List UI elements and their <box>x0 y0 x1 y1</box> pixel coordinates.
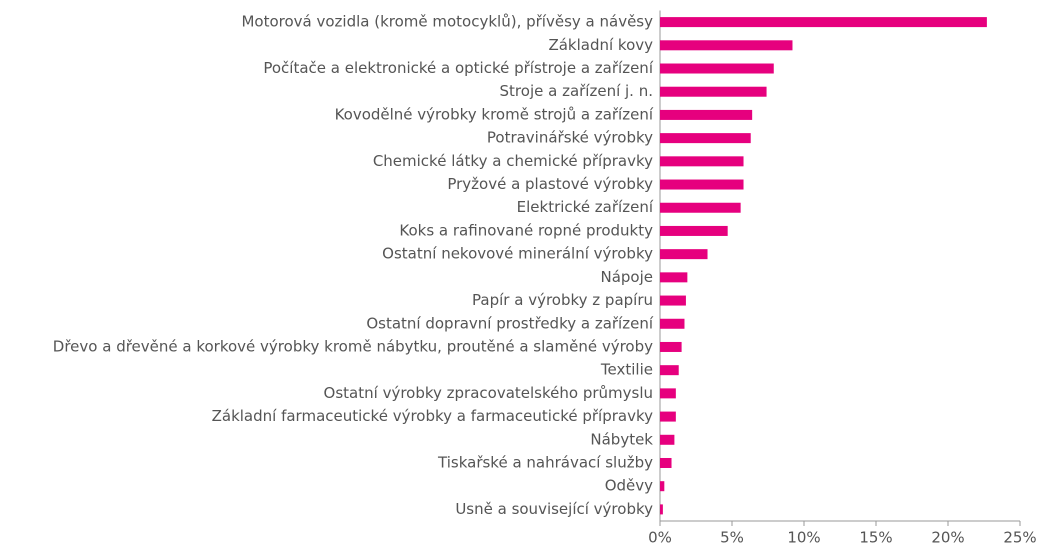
y-tick-label: Potravinářské výrobky <box>487 129 653 147</box>
y-tick-label: Papír a výrobky z papíru <box>472 291 653 309</box>
y-tick-label: Tiskařské a nahrávací služby <box>437 453 653 471</box>
y-tick-label: Motorová vozidla (kromě motocyklů), přív… <box>241 13 653 31</box>
bar <box>660 156 744 167</box>
y-tick-label: Ostatní výrobky zpracovatelského průmysl… <box>324 384 653 402</box>
bar <box>660 249 708 260</box>
x-tick-label: 0% <box>648 529 672 545</box>
y-tick-label: Dřevo a dřevěné a korkové výrobky kromě … <box>53 337 653 355</box>
bar <box>660 388 676 399</box>
y-tick-label: Nápoje <box>600 268 653 286</box>
y-tick-label: Kovodělné výrobky kromě strojů a zařízen… <box>335 105 654 123</box>
y-tick-label: Textilie <box>600 361 653 379</box>
x-tick-label: 5% <box>720 529 744 545</box>
bar <box>660 411 676 422</box>
bar <box>660 272 688 283</box>
bar <box>660 434 675 445</box>
x-tick-label: 20% <box>931 529 964 545</box>
y-tick-label: Základní kovy <box>548 36 653 54</box>
y-tick-label: Pryžové a plastové výrobky <box>447 175 653 193</box>
bar <box>660 225 728 236</box>
y-tick-label: Stroje a zařízení j. n. <box>500 82 653 100</box>
y-tick-label: Ostatní nekovové minerální výrobky <box>382 245 653 263</box>
y-tick-label: Chemické látky a chemické přípravky <box>373 152 653 170</box>
y-tick-label: Ostatní dopravní prostředky a zařízení <box>366 314 654 332</box>
bar <box>660 202 741 213</box>
bar <box>660 133 751 144</box>
y-tick-label: Základní farmaceutické výrobky a farmace… <box>212 407 654 425</box>
bar <box>660 109 753 120</box>
bar <box>660 295 686 306</box>
bar <box>660 86 767 97</box>
y-tick-label: Počítače a elektronické a optické přístr… <box>263 59 653 77</box>
bar <box>660 365 679 376</box>
y-tick-label: Elektrické zařízení <box>517 198 654 216</box>
bar <box>660 63 774 74</box>
bar <box>660 40 793 51</box>
bar <box>660 17 987 28</box>
x-tick-label: 25% <box>1003 529 1036 545</box>
y-tick-label: Koks a rafinované ropné produkty <box>399 221 653 239</box>
bar <box>660 179 744 190</box>
bar <box>660 318 685 329</box>
y-tick-label: Nábytek <box>590 430 653 448</box>
bar <box>660 504 663 515</box>
bar <box>660 481 665 492</box>
bar <box>660 341 682 352</box>
y-tick-label: Usně a související výrobky <box>455 500 653 518</box>
y-tick-label: Oděvy <box>605 477 653 495</box>
x-tick-label: 15% <box>859 529 892 545</box>
x-tick-label: 10% <box>787 529 820 545</box>
bar <box>660 457 672 468</box>
